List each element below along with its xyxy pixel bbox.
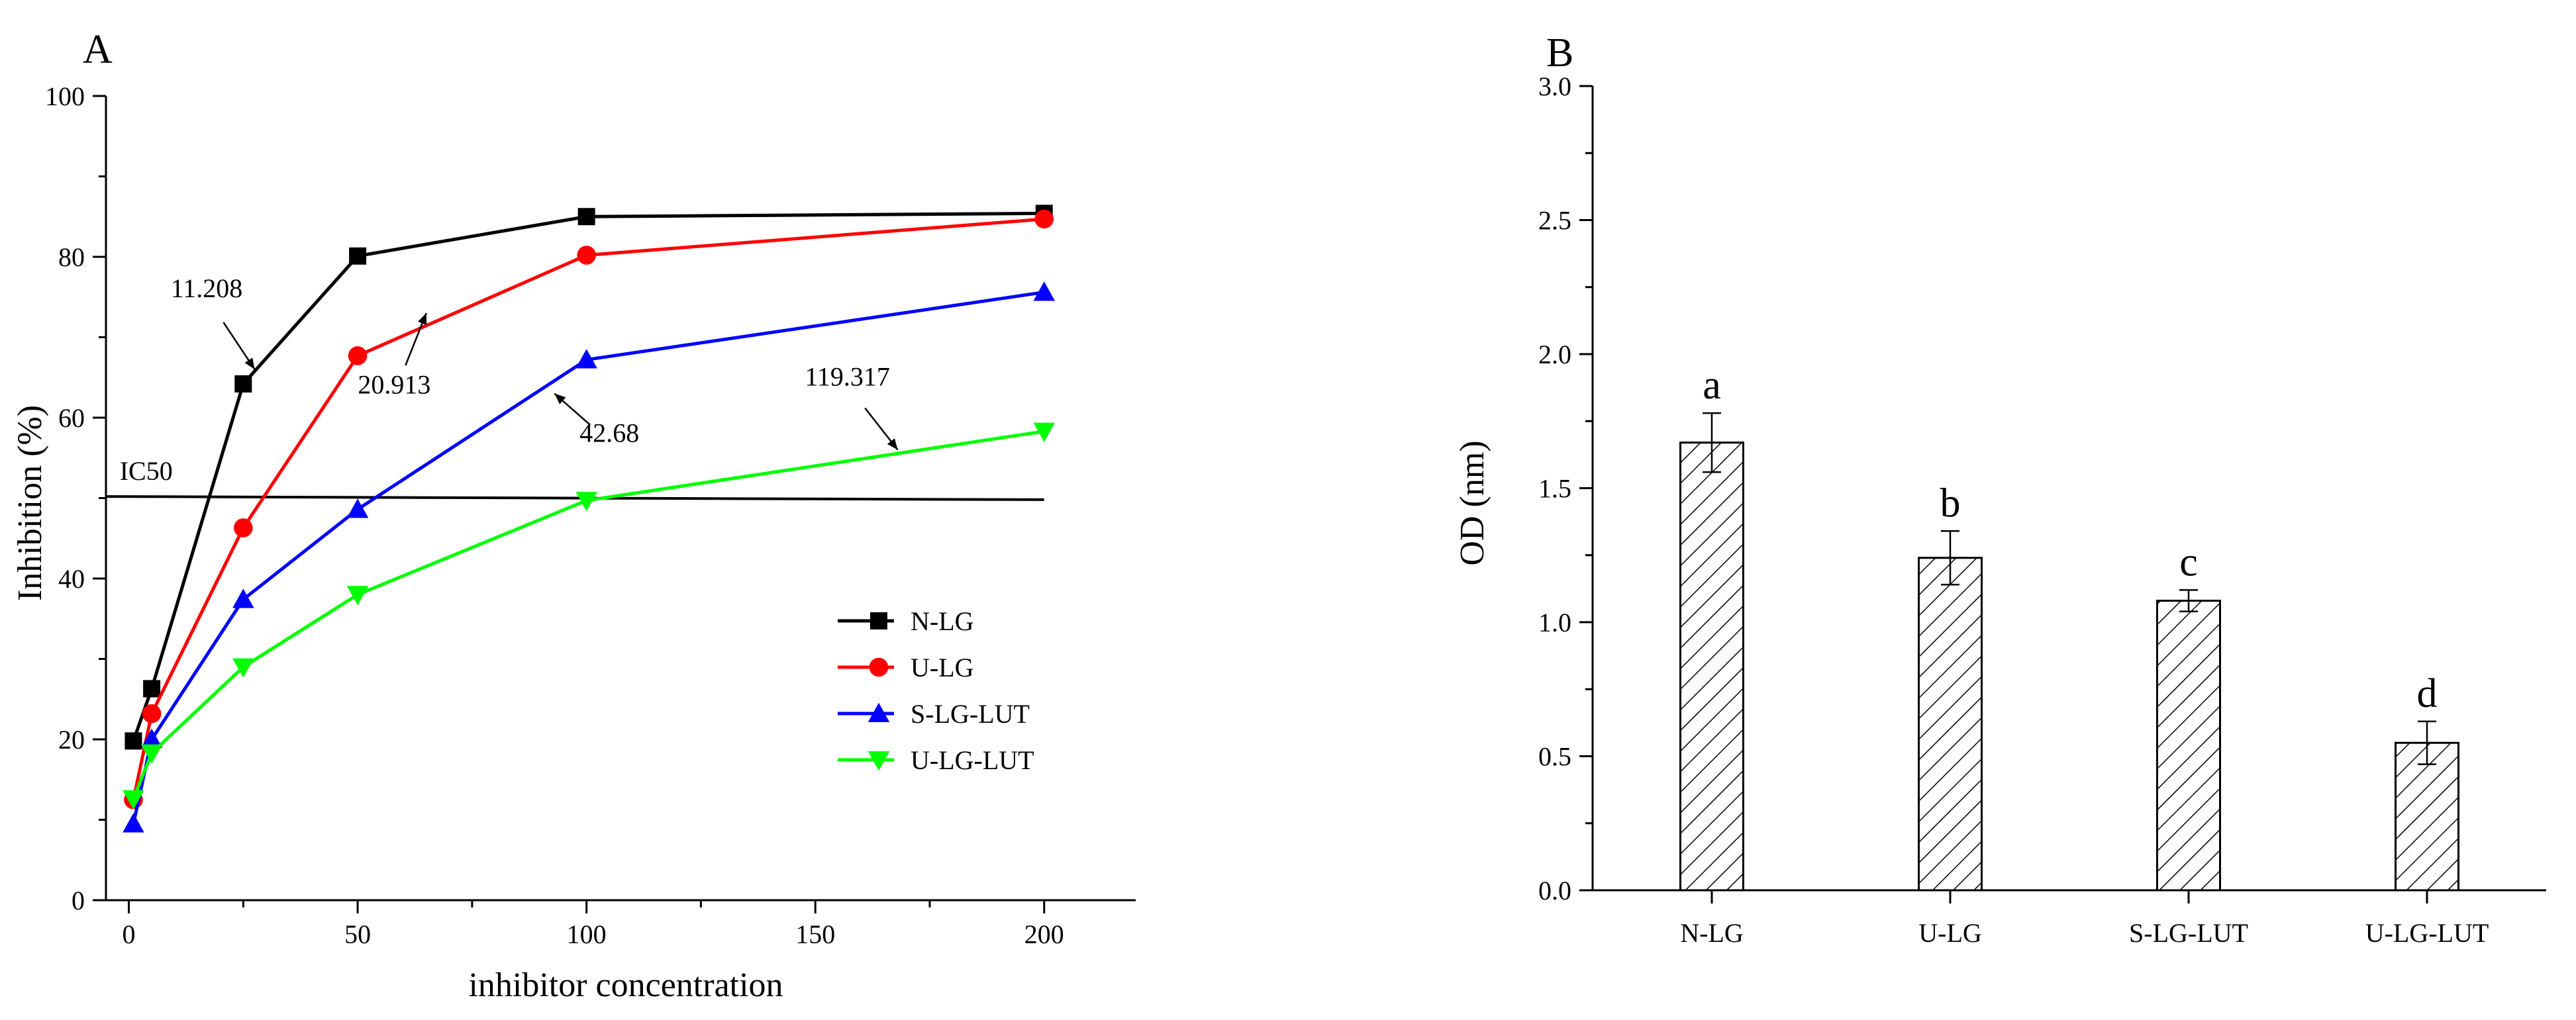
legend-marker [869,657,889,677]
panel-b-bar-chart: B 0.0 0.5 1.0 1.5 2.0 2.5 3.0 a N-LG b U-LG c S-LG-… [1454,30,2546,948]
panel-a-label: A [83,27,113,72]
panel-a-y-tick-label: 0 [72,886,85,915]
data-point [234,518,253,537]
data-point [124,732,142,750]
data-point [1033,281,1056,301]
data-point [234,375,252,393]
series-u-lg-lut [123,422,1056,810]
bar [1679,441,1744,892]
panel-b-y-tick-label: 1.5 [1538,474,1571,504]
legend-entry-n-lg: N-LG [838,606,974,636]
panel-b-x-tick-label: U-LG [1918,918,1982,948]
panel-a-y-tick-label: 60 [58,403,85,433]
legend-marker [870,612,887,629]
data-point [346,498,369,518]
panel-a-y-tick-label: 80 [58,242,85,272]
data-point [577,246,596,265]
panel-b-y-tick-label: 0.0 [1538,876,1571,905]
bar [2156,600,2221,892]
legend-marker [867,751,890,771]
bar-group-u-lg-lut: d U-LG-LUT [2365,671,2489,948]
panel-a-x-tick-label: 0 [123,919,136,949]
legend-entry-u-lg-lut: U-LG-LUT [838,745,1034,775]
panel-a-x-tick-label: 150 [795,919,835,949]
panel-b-axes: 0.0 0.5 1.0 1.5 2.0 2.5 3.0 [1538,71,2546,905]
bar-group-u-lg: b U-LG [1918,481,1983,948]
annotation-arrowhead [887,438,898,450]
series-line [132,290,1045,825]
data-point [348,346,368,365]
panel-a-ic50-line: IC50 [105,456,1044,501]
ic50-annotation: 119.317 [805,361,890,391]
data-point [140,744,163,764]
data-point [123,813,144,833]
panel-b-x-tick-label: N-LG [1680,918,1744,948]
legend-label: U-LG [911,653,974,682]
panel-b-x-tick-label: S-LG-LUT [2129,918,2248,948]
panel-a-x-axis-title: inhibitor concentration [468,966,783,1004]
significance-letter: b [1940,481,1961,526]
data-point [349,247,367,265]
legend-label: U-LG-LUT [911,745,1034,775]
legend-label: N-LG [911,606,974,636]
panel-a-annotations: 11.208 20.913 42.68 119.317 [171,273,899,451]
significance-letter: c [2179,539,2198,584]
bar-group-n-lg: a N-LG [1679,363,1744,948]
panel-a-x-tick-label: 200 [1024,919,1064,949]
bar [1918,557,1983,892]
panel-b-label: B [1546,30,1573,75]
data-point [232,588,254,608]
panel-b-y-tick-label: 0.5 [1538,742,1571,772]
data-point [575,349,597,369]
panel-b-y-axis-title: OD (nm) [1454,440,1491,565]
data-point [140,728,163,748]
data-point [143,680,161,698]
significance-letter: a [1703,363,1721,408]
legend-entry-s-lg-lut: S-LG-LUT [838,699,1030,729]
panel-a-y-tick-label: 20 [58,725,85,755]
data-point [1034,209,1054,229]
panel-b-y-tick-label: 1.0 [1538,608,1571,637]
data-point [577,208,595,226]
annotation-arrowhead [418,313,427,326]
panel-b-bars: a N-LG b U-LG c S-LG-LUT d U-LG-LUT [1679,363,2489,948]
series-line [132,211,1044,742]
panel-b-y-tick-label: 3.0 [1538,71,1571,101]
data-point [123,790,144,810]
bar-group-s-lg-lut: c S-LG-LUT [2129,539,2248,948]
data-point [575,492,597,512]
ic50-annotation: 20.913 [358,370,430,400]
panel-a-x-tick-label: 100 [567,919,607,949]
panel-a-line-chart: A 0 50 100 150 200 0 20 40 60 80 100 IC50 11.208 20… [11,27,1136,1004]
bar [2395,741,2459,892]
ic50-annotation: 11.208 [171,273,243,303]
panel-a-y-axis-title: Inhibition (%) [11,405,49,601]
ic50-reference-line [105,495,1044,501]
significance-letter: d [2417,671,2438,716]
panel-a-axes: 0 50 100 150 200 0 20 40 60 80 100 [45,81,1136,949]
panel-a-x-tick-label: 50 [344,919,371,949]
annotation-arrowhead [554,393,566,404]
panel-b-x-tick-label: U-LG-LUT [2365,918,2489,948]
panel-b-y-tick-label: 2.5 [1538,206,1571,236]
ic50-annotation: 42.68 [579,418,639,447]
ic50-label: IC50 [120,456,173,486]
legend-entry-u-lg: U-LG [838,653,974,682]
data-point [142,704,162,723]
series-line [132,217,1044,800]
panel-b-y-tick-label: 2.0 [1538,340,1571,369]
data-point [232,658,254,678]
series-line [132,430,1045,800]
panel-a-y-tick-label: 40 [58,564,85,594]
data-point [346,586,369,606]
annotation-arrowhead [244,357,255,370]
panel-a-legend: N-LG U-LG S-LG-LUT U-LG-LUT [838,606,1034,775]
legend-marker [867,702,890,722]
panel-a-y-tick-label: 100 [45,81,85,111]
panel-a-series [123,205,1056,833]
legend-label: S-LG-LUT [911,699,1030,729]
data-point [1033,422,1056,442]
